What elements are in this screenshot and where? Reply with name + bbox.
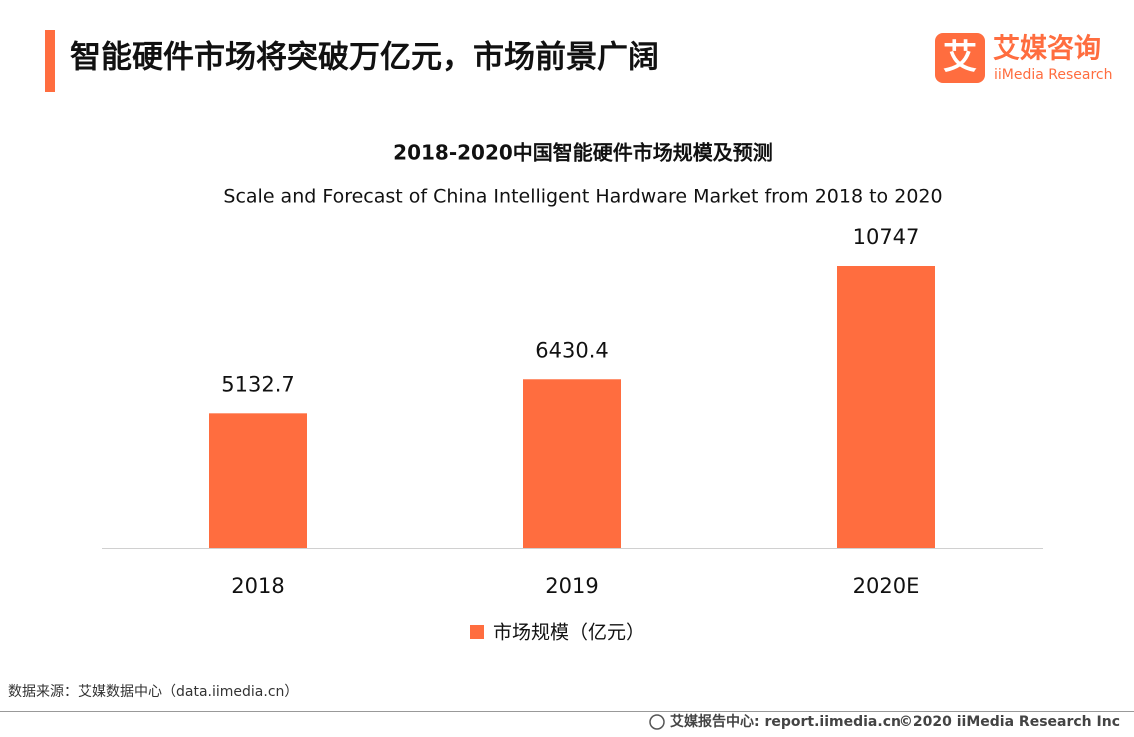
x-tick-label: 2018 bbox=[231, 574, 284, 598]
page-title: 智能硬件市场将突破万亿元，市场前景广阔 bbox=[70, 40, 659, 76]
legend-label: 市场规模（亿元） bbox=[493, 622, 645, 644]
legend-swatch bbox=[470, 625, 484, 639]
logo-icon-text: 艾 bbox=[943, 38, 977, 78]
globe-icon bbox=[649, 714, 665, 730]
bar bbox=[523, 379, 621, 548]
value-label: 5132.7 bbox=[221, 372, 294, 396]
bar bbox=[209, 413, 307, 548]
footer-report: 艾媒报告中心: report.iimedia.cn bbox=[670, 713, 901, 730]
chart-subtitle: Scale and Forecast of China Intelligent … bbox=[223, 186, 942, 208]
logo-icon bbox=[935, 33, 985, 83]
source: 数据来源：艾媒数据中心（data.iimedia.cn） bbox=[8, 684, 298, 700]
value-label: 6430.4 bbox=[535, 338, 608, 362]
logo-sub: iiMedia Research bbox=[994, 67, 1113, 83]
x-tick-label: 2019 bbox=[545, 574, 598, 598]
value-label: 10747 bbox=[853, 225, 920, 249]
title-accent bbox=[45, 30, 55, 92]
footer-copyright: ©2020 iiMedia Research Inc bbox=[899, 714, 1120, 730]
x-tick-label: 2020E bbox=[853, 574, 920, 598]
bar bbox=[837, 266, 935, 548]
logo-name: 艾媒咨询 bbox=[993, 33, 1101, 65]
chart-title: 2018-2020中国智能硬件市场规模及预测 bbox=[393, 141, 773, 165]
